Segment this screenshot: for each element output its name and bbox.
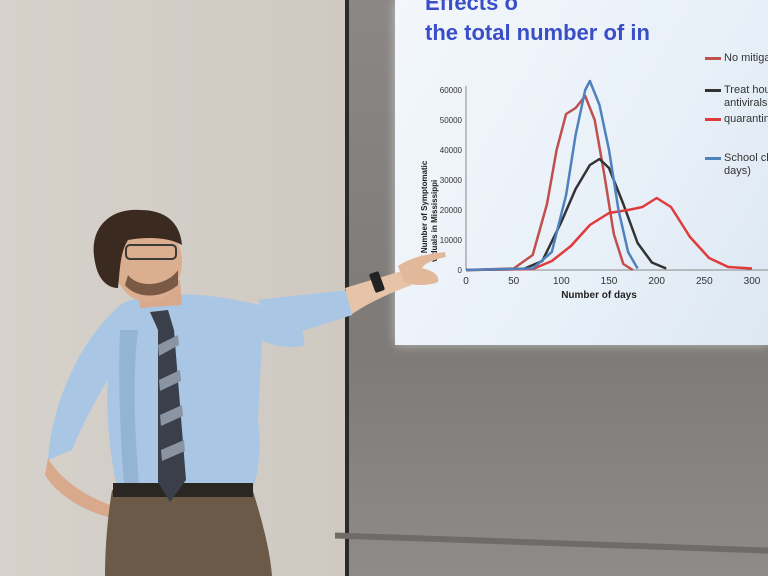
- legend-label: quarantin: [724, 113, 768, 125]
- legend-label: No mitiga: [724, 52, 768, 64]
- slide-title-line1: Effects o: [425, 0, 518, 15]
- x-tick-label: 250: [696, 276, 713, 287]
- presenter-watch: [369, 271, 385, 293]
- y-tick-label: 50000: [440, 116, 463, 125]
- x-tick-label: 200: [648, 276, 665, 287]
- legend-label-line2: antivirals: [724, 97, 768, 109]
- legend-label: School clo: [724, 152, 768, 164]
- legend-label-line2: days): [724, 165, 751, 177]
- y-tick-label: 20000: [440, 206, 463, 215]
- y-axis-label-line2: viduals in Mississippi: [430, 180, 439, 262]
- legend-label: Treat hou: [724, 84, 768, 96]
- x-axis-label: Number of days: [561, 290, 637, 301]
- legend-item-no-mitigation: No mitiga: [705, 52, 768, 65]
- legend-item-treat-antivirals: Treat hou antivirals: [705, 84, 768, 110]
- presenter-hand: [398, 252, 446, 285]
- legend-item-school-closure: School clo days): [705, 152, 768, 178]
- series-line-3: [465, 79, 639, 272]
- y-tick-label: 0: [458, 266, 463, 275]
- y-axis-label-line1: al Number of Symptomatic: [420, 160, 429, 262]
- projected-slide: Effects o the total number of in No miti…: [395, 0, 768, 345]
- presenter-left-arm: [45, 458, 130, 520]
- presenter-pants: [105, 488, 272, 576]
- presenter-shirt-shade: [119, 330, 140, 495]
- legend-swatch: [705, 117, 721, 121]
- y-tick-label: 10000: [440, 236, 463, 245]
- legend-swatch: [705, 56, 721, 60]
- chart-labels: 0 50 100 150 200 250 300 0 10000 20000 30000 40000 5…: [420, 86, 761, 301]
- y-tick-label: 40000: [440, 146, 463, 155]
- presenter-beard: [125, 270, 178, 296]
- x-tick-label: 0: [463, 276, 469, 287]
- legend-swatch: [705, 156, 721, 160]
- series-line-2: [465, 196, 753, 272]
- slide-title-line2: the total number of in: [425, 20, 650, 45]
- y-tick-label: 30000: [440, 176, 463, 185]
- presenter-arm: [258, 290, 352, 338]
- legend-item-quarantine: quarantin: [705, 113, 768, 126]
- presenter-tie-stripes: [158, 335, 185, 461]
- series-line-0: [465, 94, 634, 272]
- y-tick-label: 60000: [440, 86, 463, 95]
- x-tick-label: 300: [744, 276, 761, 287]
- presenter-hair: [93, 209, 182, 288]
- chart-series: [465, 79, 753, 272]
- presenter-belt: [113, 483, 253, 497]
- x-tick-label: 50: [508, 276, 520, 287]
- x-tick-label: 100: [553, 276, 570, 287]
- x-tick-label: 150: [601, 276, 618, 287]
- glasses-icon: [125, 244, 177, 260]
- legend-swatch: [705, 88, 721, 92]
